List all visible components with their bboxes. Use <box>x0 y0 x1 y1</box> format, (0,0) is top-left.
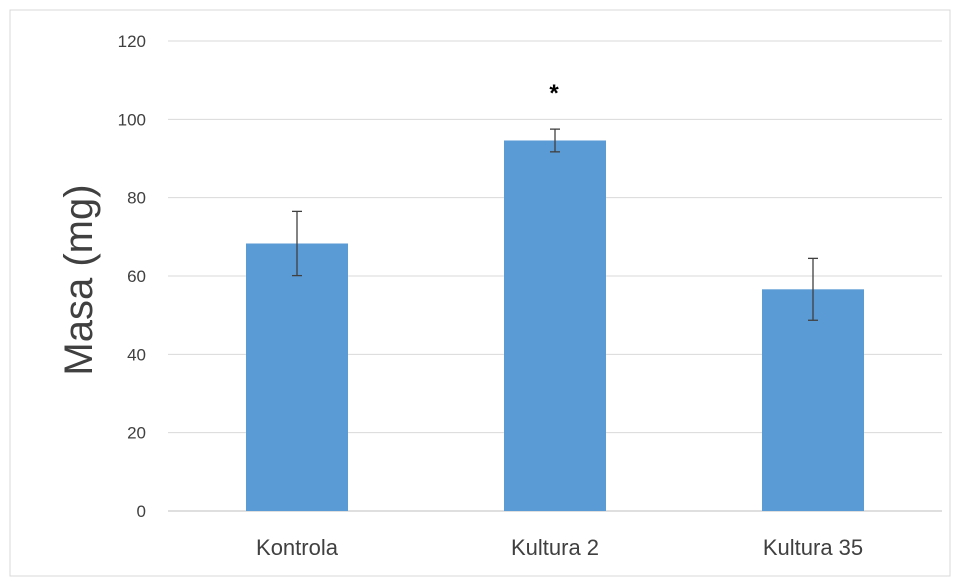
y-tick-label: 120 <box>118 32 146 51</box>
bar <box>762 289 864 511</box>
bar <box>504 140 606 511</box>
x-category-label: Kultura 35 <box>763 535 863 560</box>
y-axis-label: Masa (mg) <box>57 184 101 375</box>
y-tick-label: 0 <box>137 502 146 521</box>
bars <box>246 140 864 511</box>
y-tick-label: 40 <box>127 345 146 364</box>
error-bars <box>292 128 818 321</box>
y-tick-label: 60 <box>127 267 146 286</box>
y-tick-label: 20 <box>127 424 146 443</box>
category-labels: Kontrola Kultura 2 Kultura 35 <box>256 535 863 560</box>
y-tick-label: 100 <box>118 110 146 129</box>
x-category-label: Kultura 2 <box>511 535 599 560</box>
x-category-label: Kontrola <box>256 535 339 560</box>
y-tick-label: 80 <box>127 189 146 208</box>
y-tick-labels: 0 20 40 60 80 100 120 <box>118 32 146 521</box>
significance-marker: * <box>549 80 559 107</box>
annotations: * <box>549 80 559 107</box>
bar <box>246 243 348 511</box>
